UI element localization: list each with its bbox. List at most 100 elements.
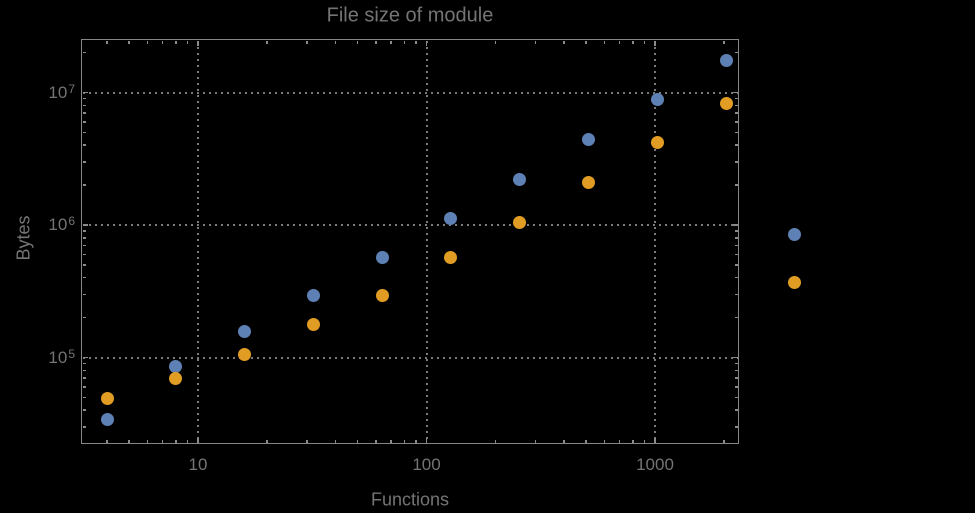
data-point xyxy=(100,413,114,427)
y-tick-exponent: 6 xyxy=(68,214,75,228)
y-tick-exponent: 7 xyxy=(68,81,75,96)
x-tick-mark xyxy=(425,40,428,46)
y-tick-mark xyxy=(734,316,738,319)
x-tick-mark xyxy=(334,40,337,44)
x-tick-mark xyxy=(494,439,497,443)
x-tick-mark xyxy=(375,40,377,44)
x-tick-label: 10 xyxy=(188,455,208,474)
data-point xyxy=(100,392,114,406)
y-tick-mark xyxy=(734,237,738,239)
y-tick-mark xyxy=(732,224,738,226)
y-tick-mark xyxy=(82,131,86,134)
data-point xyxy=(513,215,527,229)
y-tick-mark xyxy=(734,230,738,232)
y-tick-mark xyxy=(734,396,738,399)
data-point xyxy=(306,288,320,302)
y-tick-mark xyxy=(82,161,86,163)
y-tick-mark xyxy=(734,144,738,146)
x-tick-mark xyxy=(403,439,406,443)
y-tick-mark xyxy=(82,356,88,359)
y-tick-mark xyxy=(82,224,88,226)
y-tick-mark xyxy=(82,144,86,146)
data-point xyxy=(582,175,596,189)
x-tick-mark xyxy=(403,40,406,44)
x-tick-mark xyxy=(585,40,587,44)
x-tick-mark xyxy=(375,439,377,443)
y-tick-mark xyxy=(82,104,86,107)
x-tick-mark xyxy=(415,439,417,443)
x-tick-mark xyxy=(563,439,565,443)
x-tick-mark xyxy=(643,40,646,44)
x-tick-mark xyxy=(643,439,646,443)
data-point xyxy=(169,372,183,386)
y-tick-mark xyxy=(734,293,738,296)
y-tick-mark xyxy=(82,386,86,388)
data-point xyxy=(444,211,458,225)
data-point xyxy=(306,318,320,332)
y-tick-mark xyxy=(82,377,86,379)
y-tick-mark xyxy=(734,253,738,256)
y-tick-mark xyxy=(734,121,738,123)
y-tick-mark xyxy=(734,409,738,411)
y-tick-mark xyxy=(82,112,86,114)
x-gridline xyxy=(425,40,428,443)
x-tick-mark xyxy=(266,40,268,44)
y-tick-mark xyxy=(732,356,738,359)
x-tick-mark xyxy=(534,439,537,443)
data-point xyxy=(788,227,802,241)
data-point xyxy=(238,325,252,339)
y-tick-mark xyxy=(82,276,86,279)
y-axis-label: Bytes xyxy=(13,215,34,261)
x-tick-mark xyxy=(425,437,428,443)
y-gridline xyxy=(82,356,738,359)
x-tick-mark xyxy=(197,40,199,46)
x-tick-mark xyxy=(632,439,634,443)
plot-frame xyxy=(81,39,739,444)
y-tick-mark xyxy=(82,244,86,247)
data-point xyxy=(719,53,733,67)
y-tick-mark xyxy=(82,97,86,100)
data-point xyxy=(169,359,183,373)
x-tick-mark xyxy=(161,40,164,44)
x-tick-mark xyxy=(654,40,656,46)
y-tick-mark xyxy=(82,237,86,239)
x-tick-mark xyxy=(494,40,497,44)
data-point xyxy=(238,347,252,361)
y-tick-label: 106 xyxy=(48,214,75,234)
y-tick-mark xyxy=(82,51,86,54)
y-tick-exponent: 5 xyxy=(68,346,75,361)
y-tick-mark xyxy=(734,112,738,114)
x-tick-mark xyxy=(146,40,149,44)
x-tick-mark xyxy=(106,439,108,443)
x-tick-label: 100 xyxy=(412,455,441,474)
y-tick-mark xyxy=(82,91,88,94)
y-tick-mark xyxy=(82,426,86,428)
y-tick-label: 105 xyxy=(48,346,75,367)
y-tick-mark xyxy=(82,264,86,266)
y-tick-mark xyxy=(734,97,738,100)
x-tick-mark xyxy=(723,40,725,44)
x-tick-mark xyxy=(175,439,177,443)
data-point xyxy=(513,173,527,187)
x-tick-mark xyxy=(128,439,130,443)
x-tick-mark xyxy=(356,40,359,44)
x-tick-mark xyxy=(534,40,537,44)
y-tick-mark xyxy=(734,264,738,266)
x-tick-label: 1000 xyxy=(636,455,674,474)
data-point xyxy=(788,275,802,289)
y-tick-mark xyxy=(82,316,86,319)
x-tick-mark xyxy=(186,40,189,44)
y-tick-mark xyxy=(734,131,738,134)
y-tick-mark xyxy=(734,377,738,379)
x-tick-mark xyxy=(390,40,392,44)
x-tick-mark xyxy=(563,40,565,44)
y-tick-mark xyxy=(82,362,86,365)
x-tick-mark xyxy=(106,40,108,44)
data-point xyxy=(719,96,733,110)
x-tick-mark xyxy=(306,40,308,44)
y-tick-label: 107 xyxy=(48,81,75,102)
y-tick-mark xyxy=(734,51,738,54)
x-tick-mark xyxy=(175,40,177,44)
y-tick-mark xyxy=(82,184,86,186)
